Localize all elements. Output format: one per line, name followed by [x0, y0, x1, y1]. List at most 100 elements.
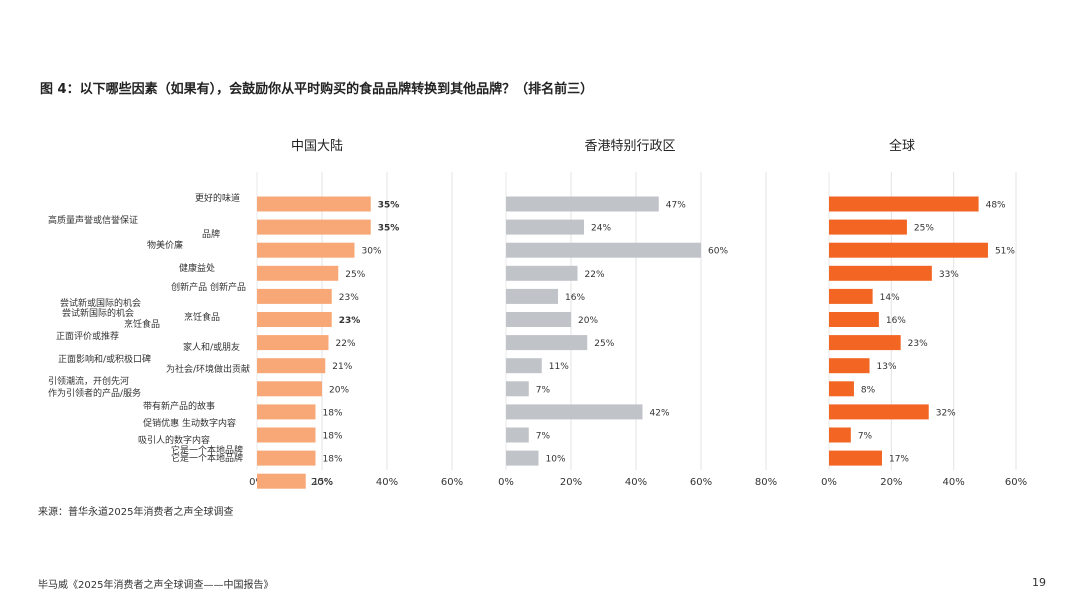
data-label: 23%: [339, 293, 359, 303]
data-label: 14%: [880, 293, 900, 303]
category-label: 带有新产品的故事: [143, 400, 215, 412]
data-label: 15%: [313, 478, 333, 488]
data-label: 25%: [345, 270, 365, 280]
data-label: 42%: [650, 408, 670, 418]
data-label: 7%: [536, 432, 551, 442]
bar: [257, 288, 332, 304]
source-note: 来源：普华永道2025年消费者之声全球调查: [38, 507, 234, 518]
bar: [829, 312, 879, 327]
data-label: 25%: [914, 224, 934, 234]
data-label: 13%: [877, 362, 897, 372]
x-tick-label: 80%: [755, 477, 777, 488]
bar: [829, 404, 929, 420]
x-tick-label: 20%: [560, 477, 582, 488]
bar: [257, 265, 339, 281]
bar: [506, 427, 529, 443]
data-label: 20%: [329, 385, 349, 395]
category-label: 为社会/环境做出贡献: [166, 363, 250, 375]
data-label: 47%: [666, 201, 686, 211]
bar: [506, 242, 701, 258]
category-label: 引领潮流，开创先河: [48, 375, 129, 387]
data-label: 23%: [339, 316, 361, 326]
category-label: 更好的味道: [195, 192, 240, 204]
data-label: 17%: [889, 455, 909, 465]
x-tick-label: 20%: [311, 477, 333, 488]
bar: [829, 196, 979, 212]
data-label: 30%: [362, 247, 382, 257]
bar: [257, 404, 316, 420]
bar: [506, 312, 571, 327]
bar: [257, 219, 371, 235]
x-tick-label: 60%: [690, 477, 712, 488]
bar: [829, 335, 901, 351]
x-tick-label: 60%: [1005, 477, 1027, 488]
bar: [829, 219, 907, 235]
bar: [829, 450, 882, 466]
bar: [829, 242, 988, 258]
x-tick-label: 0%: [821, 477, 837, 488]
bar: [257, 381, 322, 397]
bar: [506, 288, 558, 304]
data-label: 18%: [323, 408, 343, 418]
category-label: 作为引领者的产品/服务: [48, 387, 141, 399]
page-number: 19: [1032, 576, 1046, 589]
footer-text: 毕马威《2025年消费者之声全球调查——中国报告》: [38, 580, 274, 591]
bar: [257, 358, 326, 374]
x-tick-label: 20%: [880, 477, 902, 488]
bar: [257, 427, 316, 443]
category-label: 品牌: [202, 228, 220, 240]
bar: [506, 196, 659, 212]
bar: [257, 242, 355, 258]
bar: [506, 335, 588, 351]
category-label: 正面评价或推荐: [56, 330, 119, 342]
panel-title: 中国大陆: [291, 138, 343, 154]
data-label: 8%: [861, 385, 876, 395]
data-label: 18%: [323, 432, 343, 442]
data-label: 35%: [378, 224, 400, 234]
data-label: 48%: [986, 201, 1006, 211]
bar: [829, 265, 932, 281]
bar: [506, 358, 542, 374]
panel-title: 香港特别行政区: [584, 139, 675, 154]
x-tick-label: 40%: [943, 477, 965, 488]
bar: [829, 288, 873, 304]
bar-charts: 中国大陆 0% 20% 40% 60% 35% 35% 30% 25% 23% 23% 22% 21% 2…: [48, 138, 1027, 489]
category-label: 尝试新或国际的机会: [60, 297, 141, 309]
bar: [257, 335, 329, 351]
data-label: 35%: [378, 201, 400, 211]
bar: [829, 358, 870, 374]
figure-title: 图 4：以下哪些因素（如果有），会鼓励你从平时购买的食品品牌转换到其他品牌？（排…: [40, 82, 594, 97]
bar: [506, 265, 578, 281]
bar: [506, 404, 643, 420]
data-label: 32%: [936, 408, 956, 418]
category-label: 创新产品 创新产品: [171, 281, 246, 293]
data-label: 60%: [708, 247, 728, 257]
category-label: 它是一个本地品牌: [171, 444, 243, 456]
bar: [506, 381, 529, 397]
data-label: 21%: [332, 362, 352, 372]
bar: [257, 450, 316, 466]
data-label: 22%: [585, 270, 605, 280]
data-label: 51%: [995, 247, 1015, 257]
x-tick-label: 40%: [376, 477, 398, 488]
category-label: 它是一个本地品牌: [171, 452, 243, 464]
bar: [257, 312, 332, 327]
data-label: 22%: [336, 339, 356, 349]
data-label: 18%: [323, 455, 343, 465]
x-tick-label: 40%: [625, 477, 647, 488]
category-label: 烹饪食品: [184, 311, 220, 323]
data-label: 24%: [591, 224, 611, 234]
data-label: 20%: [578, 316, 598, 326]
data-label: 16%: [886, 316, 906, 326]
data-label: 33%: [939, 270, 959, 280]
data-label: 10%: [546, 455, 566, 465]
panel-title: 全球: [889, 138, 915, 154]
category-label: 物美价廉: [147, 239, 183, 251]
category-label: 家人和/或朋友: [183, 341, 240, 353]
bar: [257, 473, 306, 489]
bar: [257, 196, 371, 212]
bar: [829, 427, 851, 443]
bar: [506, 219, 584, 235]
data-label: 7%: [536, 385, 551, 395]
category-label: 高质量声誉或信誉保证: [48, 214, 138, 226]
